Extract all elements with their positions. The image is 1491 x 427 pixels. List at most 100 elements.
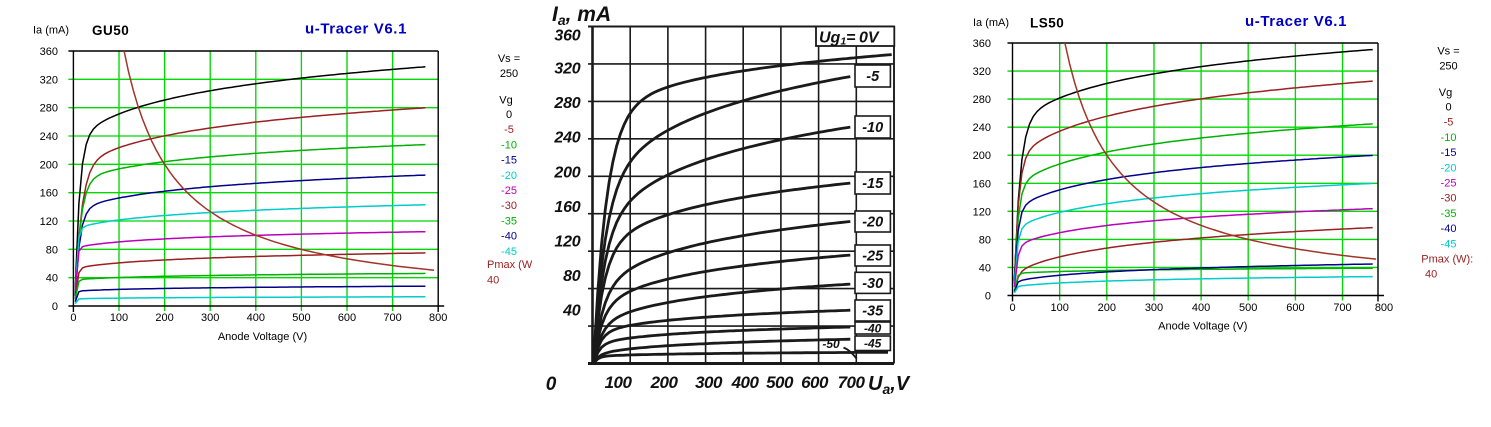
svg-text:300: 300 xyxy=(201,312,219,324)
svg-text:-35: -35 xyxy=(1441,208,1457,220)
svg-text:0: 0 xyxy=(52,301,58,313)
svg-text:-20: -20 xyxy=(862,215,883,231)
svg-text:360: 360 xyxy=(554,28,580,45)
svg-text:-15: -15 xyxy=(1441,147,1457,159)
svg-text:320: 320 xyxy=(554,61,580,78)
svg-text:-30: -30 xyxy=(1441,193,1457,205)
svg-text:120: 120 xyxy=(973,206,991,218)
svg-text:200: 200 xyxy=(155,312,173,324)
svg-text:Pmax (W):: Pmax (W): xyxy=(1421,253,1473,265)
svg-text:-40: -40 xyxy=(501,231,517,243)
svg-text:Ua,V: Ua,V xyxy=(868,373,911,397)
svg-text:250: 250 xyxy=(1439,61,1457,73)
svg-text:80: 80 xyxy=(979,234,991,246)
svg-text:u-Tracer V6.1: u-Tracer V6.1 xyxy=(305,21,407,38)
svg-text:u-Tracer V6.1: u-Tracer V6.1 xyxy=(1245,13,1347,30)
svg-text:Vs =: Vs = xyxy=(498,53,520,65)
svg-text:-25: -25 xyxy=(1441,178,1457,190)
svg-text:200: 200 xyxy=(973,150,991,162)
svg-text:400: 400 xyxy=(731,373,760,392)
svg-text:40: 40 xyxy=(487,274,499,286)
svg-text:100: 100 xyxy=(605,373,633,392)
svg-text:600: 600 xyxy=(801,373,829,392)
svg-text:Ia (mA): Ia (mA) xyxy=(973,17,1009,29)
svg-text:-25: -25 xyxy=(501,185,517,197)
svg-text:300: 300 xyxy=(1145,302,1163,314)
svg-text:40: 40 xyxy=(46,273,58,285)
svg-text:Anode Voltage (V): Anode Voltage (V) xyxy=(218,331,307,343)
svg-text:500: 500 xyxy=(1239,302,1257,314)
svg-text:360: 360 xyxy=(973,38,991,50)
svg-text:200: 200 xyxy=(553,164,580,181)
svg-text:40: 40 xyxy=(562,303,581,320)
svg-text:-10: -10 xyxy=(862,120,883,136)
svg-text:160: 160 xyxy=(40,188,58,200)
svg-text:800: 800 xyxy=(429,312,447,324)
svg-text:-10: -10 xyxy=(501,139,517,151)
svg-text:80: 80 xyxy=(46,244,58,256)
svg-text:700: 700 xyxy=(1333,302,1351,314)
svg-text:0: 0 xyxy=(70,312,76,324)
svg-text:320: 320 xyxy=(973,66,991,78)
svg-text:100: 100 xyxy=(110,312,128,324)
svg-text:280: 280 xyxy=(40,103,58,115)
svg-text:-40: -40 xyxy=(864,321,882,335)
svg-text:-15: -15 xyxy=(501,155,517,167)
svg-text:80: 80 xyxy=(563,268,581,285)
svg-text:Ug1=0V: Ug1= 0V xyxy=(819,30,880,48)
svg-text:-30: -30 xyxy=(501,200,517,212)
svg-text:400: 400 xyxy=(247,312,265,324)
svg-text:0: 0 xyxy=(985,291,991,303)
svg-text:700: 700 xyxy=(383,312,401,324)
svg-text:LS50: LS50 xyxy=(1030,16,1064,31)
svg-text:0: 0 xyxy=(546,374,557,395)
svg-text:600: 600 xyxy=(338,312,356,324)
svg-text:-5: -5 xyxy=(504,124,514,136)
svg-text:Vs =: Vs = xyxy=(1437,46,1459,58)
svg-text:200: 200 xyxy=(1098,302,1116,314)
svg-text:600: 600 xyxy=(1286,302,1304,314)
svg-text:-30: -30 xyxy=(862,276,883,292)
svg-text:-25: -25 xyxy=(862,249,884,265)
svg-text:800: 800 xyxy=(1375,302,1393,314)
svg-text:300: 300 xyxy=(695,373,723,392)
svg-text:-20: -20 xyxy=(1441,162,1457,174)
svg-text:Ia, mA: Ia, mA xyxy=(552,3,611,28)
svg-text:-5: -5 xyxy=(1444,117,1454,129)
svg-text:-45: -45 xyxy=(1441,238,1457,250)
svg-text:-10: -10 xyxy=(1441,132,1457,144)
svg-text:280: 280 xyxy=(553,95,580,112)
svg-text:-15: -15 xyxy=(862,176,884,192)
svg-text:400: 400 xyxy=(1192,302,1210,314)
svg-text:0: 0 xyxy=(1445,102,1451,114)
svg-text:200: 200 xyxy=(40,159,58,171)
svg-text:Anode Voltage (V): Anode Voltage (V) xyxy=(1158,321,1247,333)
svg-text:GU50: GU50 xyxy=(92,23,129,38)
svg-text:240: 240 xyxy=(40,131,58,143)
svg-text:40: 40 xyxy=(1425,269,1437,281)
svg-text:-35: -35 xyxy=(862,304,884,320)
svg-text:-40: -40 xyxy=(1441,223,1457,235)
svg-text:280: 280 xyxy=(973,94,991,106)
svg-text:160: 160 xyxy=(554,199,580,216)
svg-text:-35: -35 xyxy=(501,215,517,227)
svg-text:-5: -5 xyxy=(866,69,880,85)
svg-text:-45: -45 xyxy=(864,337,882,351)
svg-text:500: 500 xyxy=(766,373,794,392)
svg-text:Pmax (W: Pmax (W xyxy=(487,259,533,271)
svg-text:40: 40 xyxy=(979,262,991,274)
svg-text:Vg: Vg xyxy=(1439,87,1452,99)
svg-text:500: 500 xyxy=(292,312,310,324)
svg-text:240: 240 xyxy=(973,122,991,134)
svg-text:0: 0 xyxy=(1009,302,1015,314)
svg-text:-20: -20 xyxy=(501,170,517,182)
svg-text:100: 100 xyxy=(1051,302,1069,314)
svg-text:240: 240 xyxy=(553,130,580,147)
svg-text:700: 700 xyxy=(838,373,866,392)
svg-text:-50: -50 xyxy=(822,337,840,351)
svg-text:320: 320 xyxy=(40,74,58,86)
svg-text:200: 200 xyxy=(650,373,679,392)
svg-text:120: 120 xyxy=(554,233,580,250)
svg-text:160: 160 xyxy=(973,178,991,190)
svg-text:120: 120 xyxy=(40,216,58,228)
